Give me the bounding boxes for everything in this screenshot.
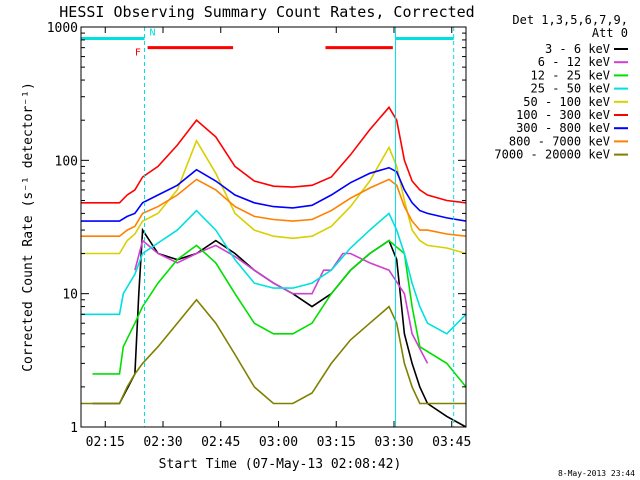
series-line-1 [92,227,467,428]
legend-label-8: 800 - 7000 keV [509,134,610,148]
series-line-4 [81,209,467,335]
flag-label-1: F [135,48,141,59]
series-line-8 [81,178,467,237]
series-line-9 [81,298,466,405]
y-axis-label: Corrected Count Rate (s⁻¹ detector⁻¹) [21,82,36,372]
legend-label-4: 25 - 50 keV [531,82,610,96]
legend-label-2: 6 - 12 keV [538,55,610,69]
legend-label-9: 7000 - 20000 keV [494,148,610,162]
y-tick-label-1: 1 [70,421,78,436]
footer-timestamp: 8-May-2013 23:44 [558,469,635,478]
legend-header-line-2: Att 0 [592,26,628,40]
series-line-2 [134,239,429,364]
x-tick-label-3: 02:45 [201,435,240,450]
legend-label-6: 100 - 300 keV [516,108,610,122]
series-line-5 [81,138,467,255]
plot-frame [80,26,467,428]
x-tick-label-2: 02:30 [143,435,182,450]
x-tick-label-4: 03:00 [259,435,298,450]
annotations-group: FN [81,27,455,427]
y-tick-label-3: 100 [55,154,78,169]
series-line-3 [92,239,467,388]
legend-label-3: 12 - 25 keV [531,68,610,82]
flag-label-2: N [150,28,156,39]
x-tick-label-1: 02:15 [86,435,125,450]
legend-header-line-1: Det 1,3,5,6,7,9, [512,13,628,27]
chart-title: HESSI Observing Summary Count Rates, Cor… [59,3,474,21]
x-axis: 02:15 02:30 02:45 03:00 03:15 03:30 03:45 [86,27,471,450]
y-tick-label-2: 10 [62,288,78,303]
legend-label-5: 50 - 100 keV [523,95,610,109]
series-group [81,105,467,428]
x-tick-label-5: 03:15 [317,435,356,450]
legend-label-1: 3 - 6 keV [545,42,610,56]
series-line-6 [81,105,467,204]
y-tick-label-4: 1000 [47,21,78,36]
series-line-7 [81,166,467,222]
x-tick-label-7: 03:45 [432,435,471,450]
x-axis-label: Start Time (07-May-13 02:08:42) [159,457,402,472]
y-axis: 1 10 100 1000 [47,21,466,436]
x-tick-label-6: 03:30 [374,435,413,450]
legend-label-7: 300 - 800 keV [516,121,610,135]
